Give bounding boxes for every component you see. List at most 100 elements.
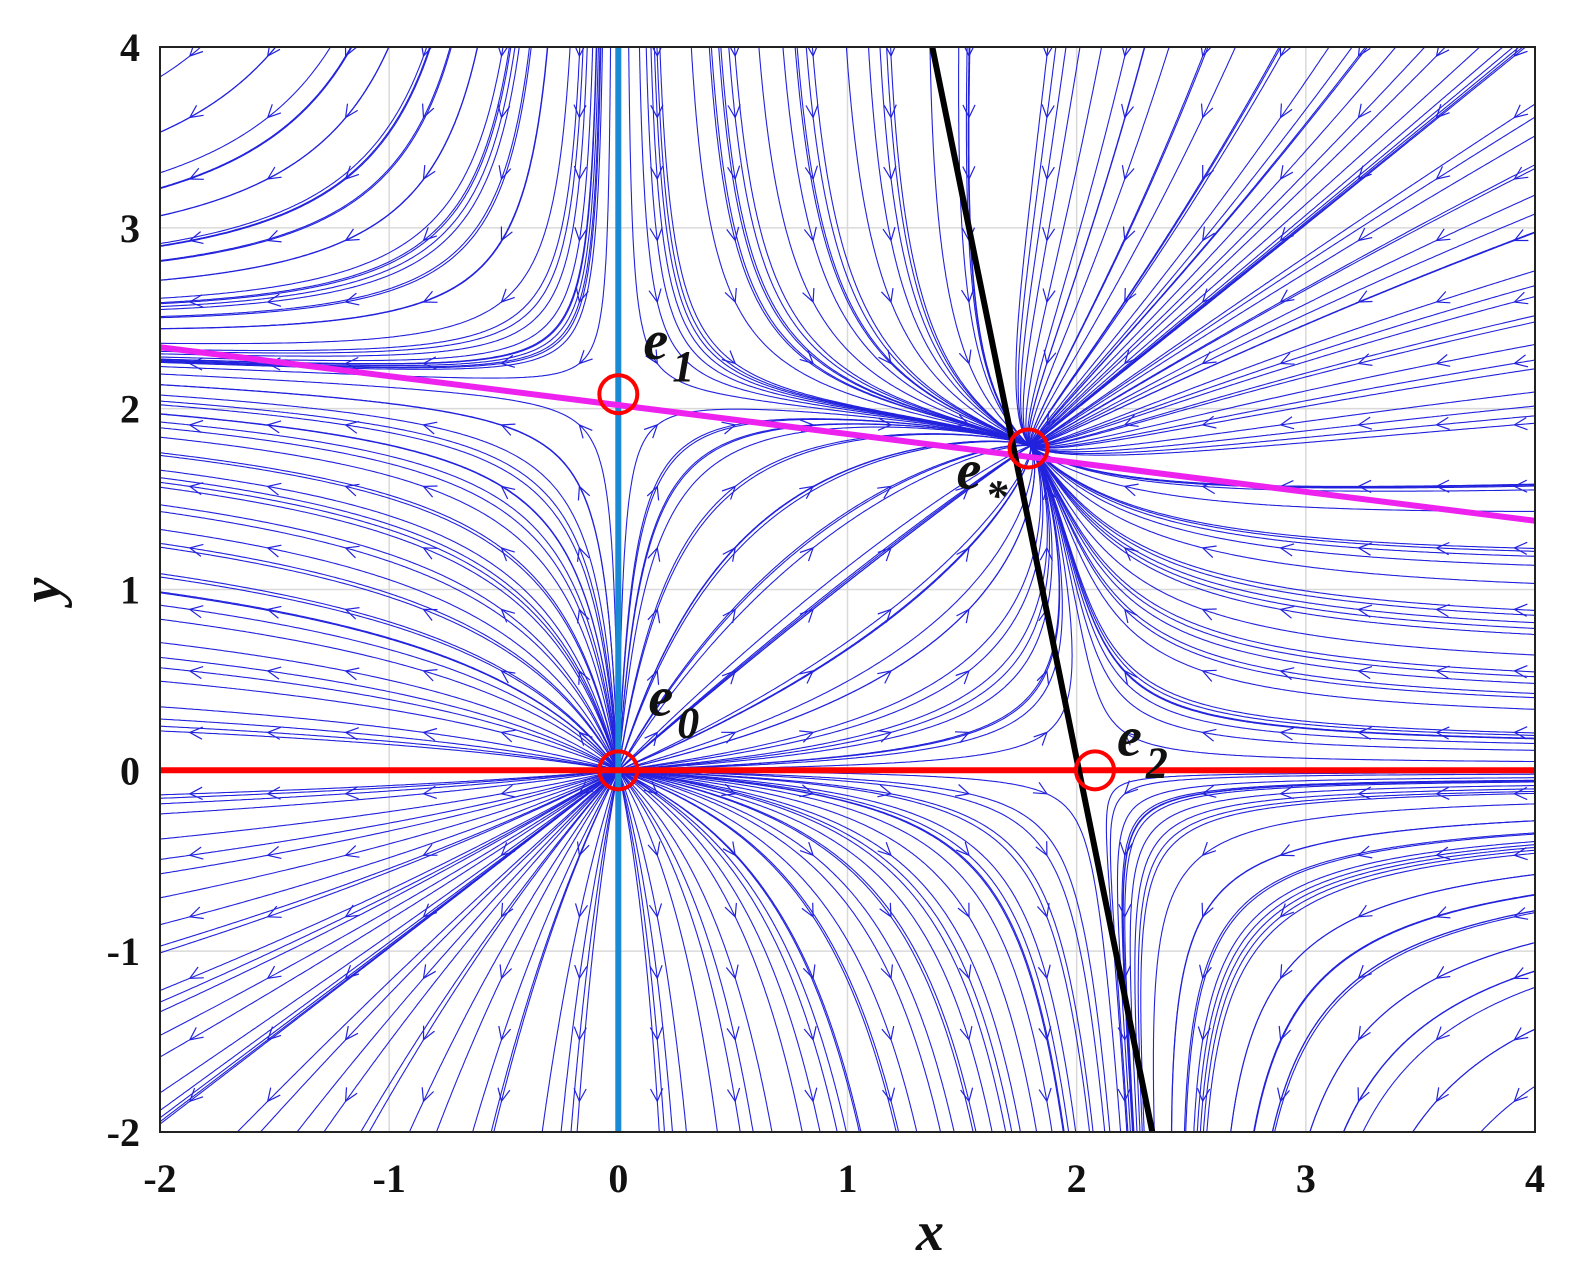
streamline-120 bbox=[628, 47, 1031, 447]
streamline-arrow bbox=[1197, 1026, 1211, 1042]
streamline-115 bbox=[617, 441, 1030, 772]
streamline-arrow bbox=[422, 608, 438, 621]
streamline-222 bbox=[1029, 446, 1535, 763]
streamline-136 bbox=[617, 433, 1031, 771]
streamline-321 bbox=[1029, 167, 1535, 447]
streamline-203 bbox=[619, 769, 1122, 1132]
streamline-arrow bbox=[573, 165, 587, 181]
streamline-263 bbox=[1031, 391, 1535, 451]
streamline-arrow bbox=[883, 165, 897, 181]
streamline-arrow bbox=[1435, 291, 1451, 304]
streamline-arrow bbox=[1513, 479, 1528, 493]
streamline-arrow bbox=[643, 423, 659, 439]
streamline-98 bbox=[160, 427, 619, 771]
streamline-109 bbox=[617, 770, 665, 1132]
streamline-2 bbox=[160, 769, 620, 992]
streamline-arrow bbox=[1279, 667, 1295, 681]
streamline-arrow bbox=[799, 546, 815, 562]
streamline-arrow bbox=[1513, 603, 1528, 617]
streamline-96 bbox=[160, 592, 619, 771]
streamline-arrow bbox=[1200, 47, 1212, 58]
y-tick-label: 0 bbox=[120, 748, 140, 793]
streamline-213 bbox=[1020, 47, 1067, 447]
streamline-16 bbox=[160, 47, 277, 133]
streamline-93 bbox=[541, 769, 620, 1132]
streamline-58 bbox=[160, 770, 619, 947]
streamline-138 bbox=[659, 47, 1030, 446]
streamline-arrow bbox=[1513, 907, 1529, 920]
streamline-arrow bbox=[955, 669, 970, 685]
streamline-268 bbox=[1029, 47, 1330, 447]
streamline-252 bbox=[1271, 910, 1535, 1132]
streamline-arrow bbox=[1513, 1087, 1528, 1103]
streamline-69 bbox=[160, 47, 478, 281]
streamline-arrow bbox=[266, 47, 281, 58]
streamline-228 bbox=[1029, 47, 1481, 448]
streamline-127 bbox=[617, 769, 754, 1132]
streamline-258 bbox=[1029, 445, 1535, 744]
equilibrium-label-base: e bbox=[957, 439, 982, 501]
streamline-55 bbox=[368, 769, 620, 1132]
streamline-arrow bbox=[877, 485, 893, 499]
equilibrium-label-subscript: 0 bbox=[677, 698, 699, 747]
streamline-arrow bbox=[1118, 903, 1132, 919]
streamline-arrow bbox=[422, 669, 438, 682]
streamline-arrow bbox=[266, 605, 282, 619]
streamline-arrow bbox=[1123, 483, 1139, 497]
streamline-260 bbox=[1029, 445, 1535, 636]
streamline-37 bbox=[259, 769, 620, 1132]
equilibrium-marker-e* bbox=[1007, 427, 1050, 470]
streamline-arrow bbox=[422, 227, 437, 242]
x-tick-label: -1 bbox=[373, 1156, 406, 1201]
streamline-38 bbox=[160, 770, 618, 1119]
streamline-179 bbox=[890, 47, 1031, 447]
streamline-245 bbox=[1031, 368, 1535, 449]
streamline-320 bbox=[1030, 232, 1535, 447]
streamline-arrow bbox=[1037, 964, 1051, 980]
streamline-266 bbox=[1029, 47, 1515, 448]
streamline-arrow bbox=[344, 292, 360, 306]
streamline-arrow bbox=[1279, 844, 1295, 857]
streamline-53 bbox=[160, 47, 352, 189]
streamline-208 bbox=[618, 446, 1063, 771]
streamline-arrow bbox=[721, 421, 737, 435]
streamline-281 bbox=[1031, 405, 1535, 453]
streamline-166 bbox=[618, 769, 1022, 1132]
streamline-arrow bbox=[726, 1026, 740, 1042]
streamline-121 bbox=[638, 47, 1030, 446]
streamline-181 bbox=[618, 769, 993, 1132]
streamline-77 bbox=[160, 769, 620, 840]
streamline-arrow bbox=[647, 546, 661, 562]
y-tick-label: 3 bbox=[120, 206, 140, 251]
streamline-5 bbox=[160, 769, 618, 796]
streamline-arrow bbox=[1200, 103, 1214, 119]
x-tick-label: 0 bbox=[608, 1156, 628, 1201]
streamline-219 bbox=[1124, 781, 1535, 1132]
streamline-234 bbox=[1199, 846, 1535, 1132]
streamline-47 bbox=[160, 404, 619, 772]
streamline-182 bbox=[618, 769, 1013, 1132]
streamline-arrow bbox=[500, 288, 515, 303]
streamline-156 bbox=[710, 47, 1031, 447]
streamline-arrow bbox=[1513, 1027, 1529, 1041]
streamline-251 bbox=[1029, 47, 1207, 447]
streamline-arrow bbox=[266, 1087, 281, 1103]
streamline-178 bbox=[886, 47, 1030, 446]
streamline-133 bbox=[617, 445, 1031, 771]
streamline-17 bbox=[160, 47, 202, 78]
streamline-167 bbox=[617, 769, 1094, 1132]
streamline-129 bbox=[618, 770, 803, 1132]
streamline-arrow bbox=[266, 726, 282, 740]
streamline-207 bbox=[617, 446, 1048, 771]
streamline-arrow bbox=[1036, 669, 1050, 685]
equilibrium-label-e0: e0 bbox=[648, 666, 699, 747]
streamline-27 bbox=[160, 528, 619, 771]
streamline-176 bbox=[867, 47, 1031, 447]
streamline-arrow bbox=[500, 670, 516, 684]
streamline-102 bbox=[160, 47, 612, 379]
streamline-arrow bbox=[344, 483, 360, 497]
streamline-arrow bbox=[1435, 354, 1451, 367]
streamline-arrow bbox=[497, 1087, 511, 1103]
streamline-arrow bbox=[880, 964, 893, 980]
streamline-59 bbox=[160, 769, 619, 815]
